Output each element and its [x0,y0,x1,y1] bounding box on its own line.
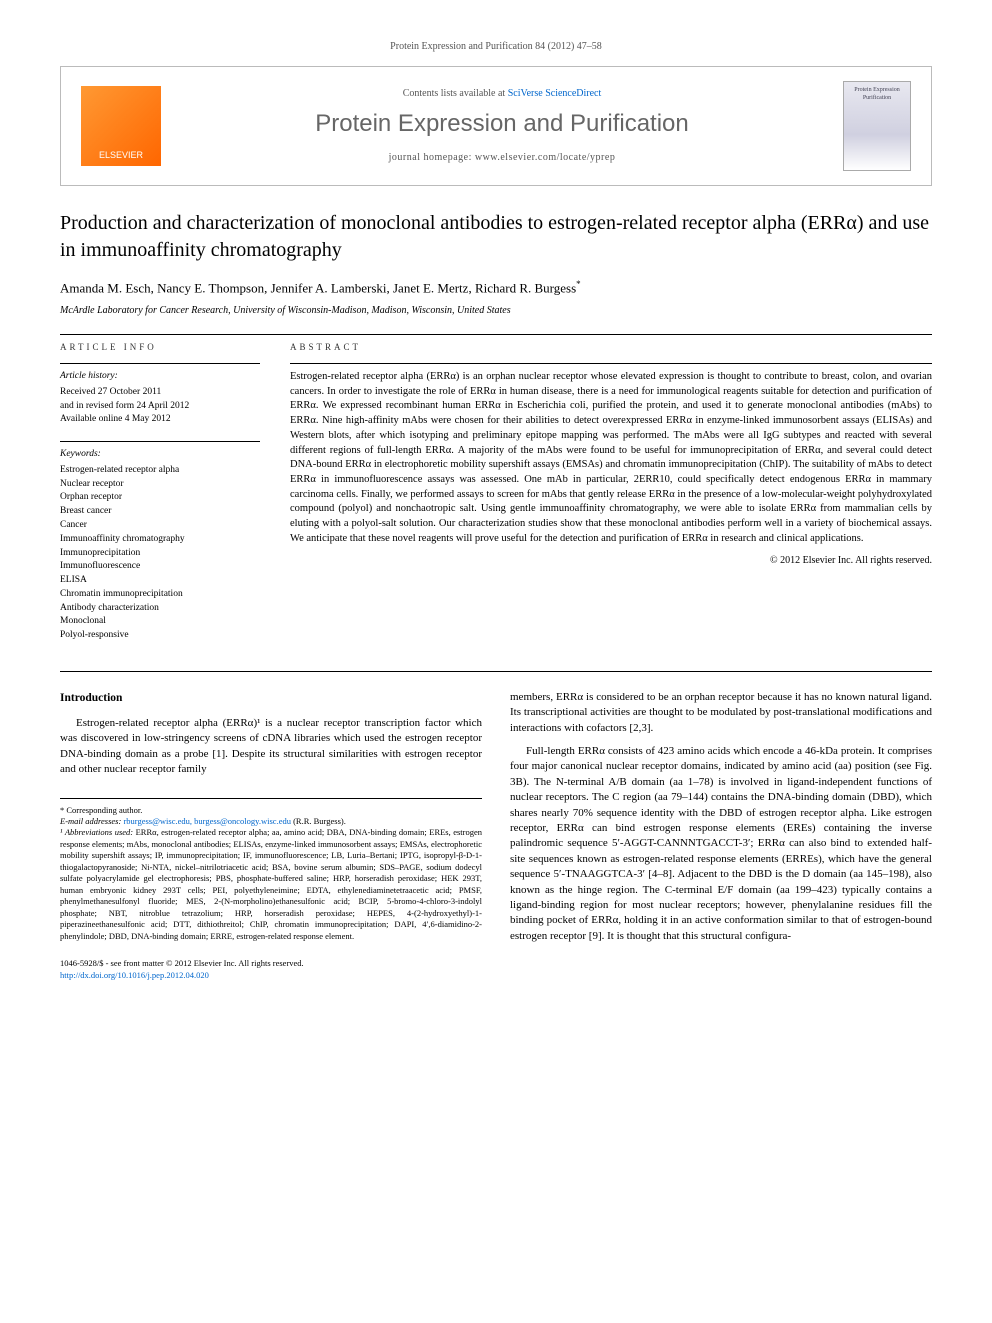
journal-cover-thumbnail: Protein Expression Purification [843,81,911,171]
top-divider [60,334,932,335]
info-divider-1 [60,363,260,364]
article-title: Production and characterization of monoc… [60,210,932,264]
sciencedirect-link[interactable]: SciVerse ScienceDirect [508,88,602,99]
history-revised: and in revised form 24 April 2012 [60,400,260,414]
keyword-item: ELISA [60,574,260,588]
info-divider-2 [60,441,260,442]
journal-name: Protein Expression and Purification [181,107,823,141]
keyword-item: Monoclonal [60,615,260,629]
abstract-label: ABSTRACT [290,341,932,354]
elsevier-logo-text: ELSEVIER [99,149,143,162]
body-paragraph-r2: Full-length ERRα consists of 423 amino a… [510,744,932,944]
keywords-title: Keywords: [60,448,260,462]
keyword-item: Immunofluorescence [60,560,260,574]
history-title: Article history: [60,370,260,384]
body-column-right: members, ERRα is considered to be an orp… [510,690,932,982]
cover-title: Protein Expression Purification [844,86,910,103]
intro-paragraph-1: Estrogen-related receptor alpha (ERRα)¹ … [60,716,482,778]
issn-line: 1046-5928/$ - see front matter © 2012 El… [60,958,482,970]
keyword-item: Orphan receptor [60,491,260,505]
keyword-item: Polyol-responsive [60,629,260,643]
contents-prefix: Contents lists available at [403,88,508,99]
email-label: E-mail addresses: [60,816,123,826]
affiliation: McArdle Laboratory for Cancer Research, … [60,304,932,318]
article-info-column: ARTICLE INFO Article history: Received 2… [60,341,260,657]
body-paragraph-r1: members, ERRα is considered to be an orp… [510,690,932,736]
abstract-divider [290,363,932,364]
keyword-item: Breast cancer [60,505,260,519]
footnote-block: * Corresponding author. E-mail addresses… [60,798,482,943]
abstract-copyright: © 2012 Elsevier Inc. All rights reserved… [290,554,932,568]
keyword-item: Immunoaffinity chromatography [60,533,260,547]
email-link[interactable]: rburgess@wisc.edu, burgess@oncology.wisc… [123,816,291,826]
banner-center: Contents lists available at SciVerse Sci… [181,87,823,165]
abbrev-text: ERRα, estrogen-related receptor alpha; a… [60,827,482,940]
abstract-text: Estrogen-related receptor alpha (ERRα) i… [290,370,932,546]
keyword-item: Antibody characterization [60,602,260,616]
history-online: Available online 4 May 2012 [60,413,260,427]
article-history-block: Article history: Received 27 October 201… [60,370,260,427]
keyword-item: Estrogen-related receptor alpha [60,464,260,478]
running-header: Protein Expression and Purification 84 (… [60,40,932,54]
intro-heading: Introduction [60,690,482,706]
abbrev-label: ¹ Abbreviations used: [60,827,136,837]
email-line: E-mail addresses: rburgess@wisc.edu, bur… [60,816,482,827]
email-author: (R.R. Burgess). [291,816,346,826]
corresponding-mark: * [576,279,581,289]
keyword-item: Immunoprecipitation [60,547,260,561]
corresponding-author-note: * Corresponding author. [60,805,482,816]
keyword-item: Chromatin immunoprecipitation [60,588,260,602]
contents-available-line: Contents lists available at SciVerse Sci… [181,87,823,101]
history-received: Received 27 October 2011 [60,386,260,400]
body-column-left: Introduction Estrogen-related receptor a… [60,690,482,982]
author-list: Amanda M. Esch, Nancy E. Thompson, Jenni… [60,278,932,298]
mid-divider [60,671,932,672]
keyword-item: Cancer [60,519,260,533]
abbreviations-note: ¹ Abbreviations used: ERRα, estrogen-rel… [60,827,482,942]
abstract-column: ABSTRACT Estrogen-related receptor alpha… [290,341,932,657]
front-matter-line: 1046-5928/$ - see front matter © 2012 El… [60,958,482,982]
journal-homepage-line: journal homepage: www.elsevier.com/locat… [181,151,823,165]
body-two-column: Introduction Estrogen-related receptor a… [60,690,932,982]
doi-link[interactable]: http://dx.doi.org/10.1016/j.pep.2012.04.… [60,970,209,980]
journal-banner: ELSEVIER Contents lists available at Sci… [60,66,932,186]
authors-text: Amanda M. Esch, Nancy E. Thompson, Jenni… [60,280,576,295]
keywords-block: Keywords: Estrogen-related receptor alph… [60,448,260,643]
article-info-abstract-row: ARTICLE INFO Article history: Received 2… [60,341,932,657]
keyword-item: Nuclear receptor [60,478,260,492]
article-info-label: ARTICLE INFO [60,341,260,354]
elsevier-logo: ELSEVIER [81,86,161,166]
